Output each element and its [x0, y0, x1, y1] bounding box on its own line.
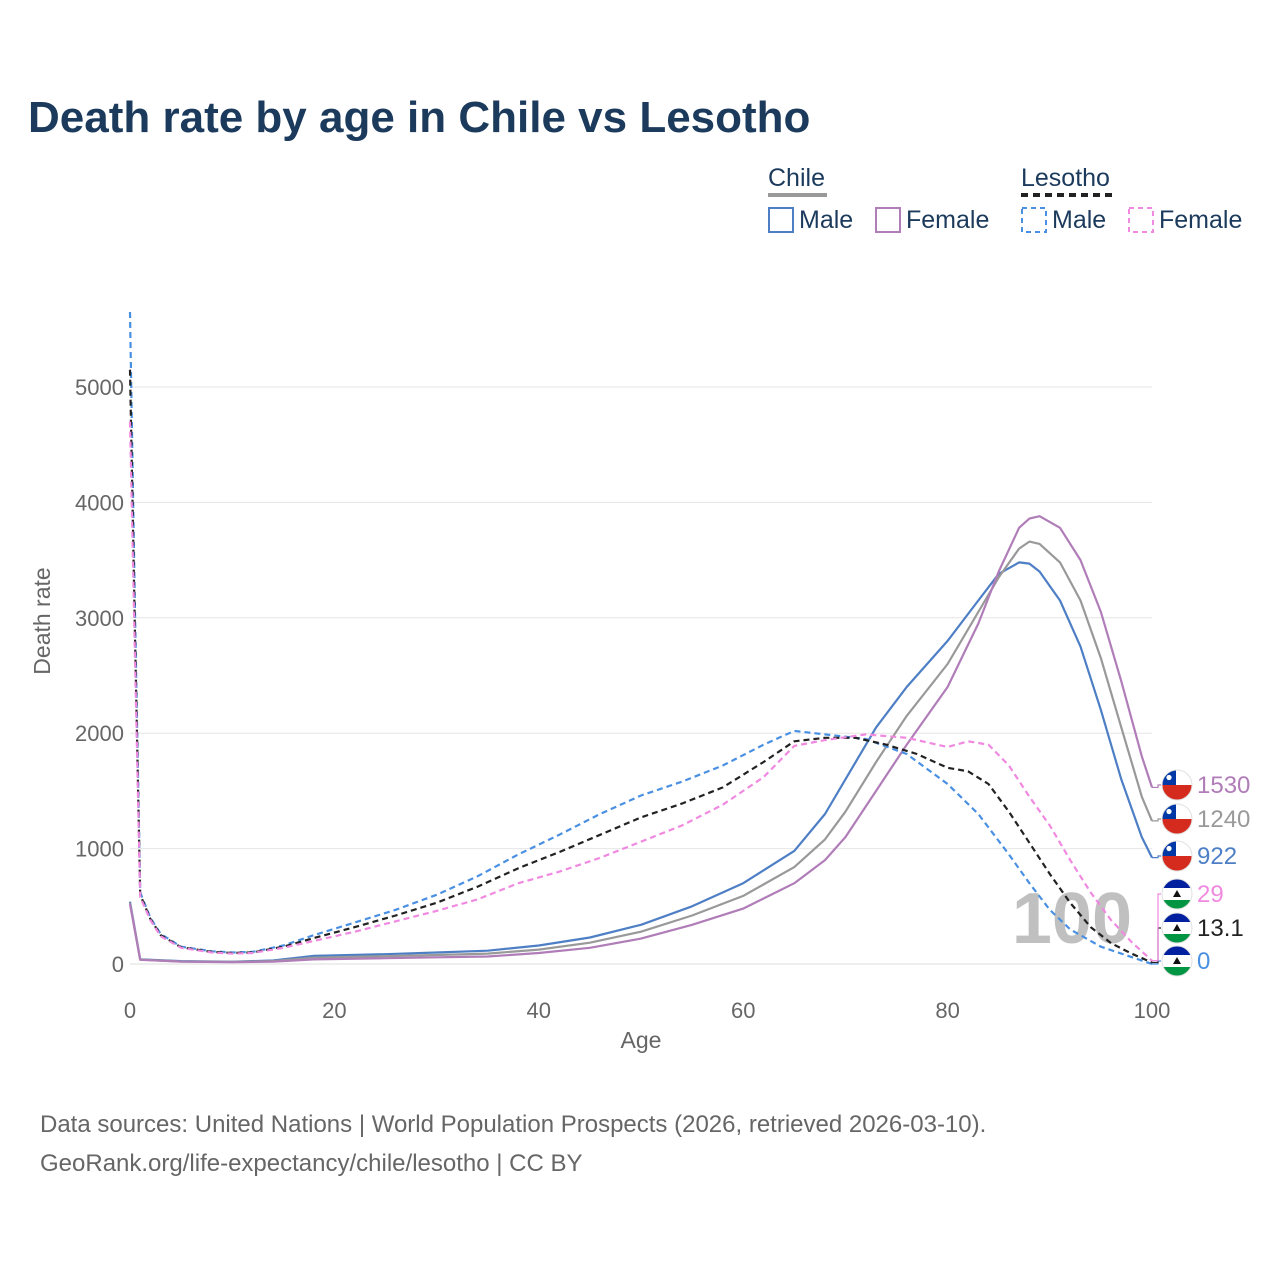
series-line-chile-total[interactable] — [128, 540, 1154, 963]
x-tick-label-0: 0 — [124, 998, 136, 1023]
connector-chile-female — [1152, 784, 1161, 789]
axes: 0 1000 2000 3000 4000 5000 0 20 40 60 80 100 — [75, 375, 1170, 1023]
gridlines — [130, 386, 1152, 850]
legend-chile-male-label[interactable]: Male — [799, 206, 853, 234]
y-tick-label-2000: 2000 — [75, 721, 124, 746]
y-tick-label-0: 0 — [112, 952, 124, 977]
series-line-lesotho-male[interactable] — [128, 311, 1153, 966]
lesotho-flag-icon-male — [1161, 945, 1193, 977]
year-watermark: 100 — [1012, 879, 1132, 959]
y-tick-label-5000: 5000 — [75, 375, 124, 400]
legend-group-chile: Chile Male Female — [768, 164, 989, 234]
connector-lesotho-total — [1152, 927, 1161, 964]
end-labels: 922 1240 1530 0 13.1 29 — [1152, 769, 1250, 977]
legend-lesotho-female-swatch[interactable] — [1128, 207, 1154, 233]
series-line-lesotho-female[interactable] — [128, 421, 1153, 962]
series-line-lesotho-total[interactable] — [128, 369, 1153, 964]
legend-group-lesotho: Lesotho Male Female — [1021, 164, 1242, 234]
end-label-chile-male: 922 — [1197, 843, 1237, 870]
series-lines — [128, 311, 1154, 966]
legend-chile-female-swatch[interactable] — [875, 207, 901, 233]
legend-chile-female-label[interactable]: Female — [906, 206, 989, 234]
legend-lesotho-male-swatch[interactable] — [1021, 207, 1047, 233]
series-line-chile-female[interactable] — [128, 515, 1154, 964]
end-label-lesotho-male: 0 — [1197, 948, 1210, 975]
connector-chile-male — [1152, 855, 1161, 859]
legend-group-lesotho-label: Lesotho — [1021, 164, 1110, 192]
end-label-lesotho-total: 13.1 — [1197, 915, 1244, 942]
x-tick-label-40: 40 — [527, 998, 551, 1023]
chile-flag-icon-male — [1161, 840, 1193, 872]
end-label-lesotho-female: 29 — [1197, 881, 1224, 908]
legend-group-chile-label: Chile — [768, 164, 825, 192]
connector-chile-total — [1152, 818, 1161, 822]
source-line-2: GeoRank.org/life-expectancy/chile/lesoth… — [40, 1150, 583, 1177]
lesotho-flag-icon-female — [1161, 878, 1193, 910]
legend-lesotho-female-label[interactable]: Female — [1159, 206, 1242, 234]
y-axis-label: Death rate — [29, 567, 55, 674]
legend-chile-male-swatch[interactable] — [768, 207, 794, 233]
chile-flag-icon-female — [1161, 769, 1193, 801]
series-line-chile-male[interactable] — [128, 561, 1153, 963]
end-label-chile-female: 1530 — [1197, 772, 1250, 799]
legend: Chile Male Female Lesotho Male Female — [768, 164, 1242, 234]
y-tick-label-3000: 3000 — [75, 606, 124, 631]
x-tick-label-20: 20 — [322, 998, 346, 1023]
source-line-1: Data sources: United Nations | World Pop… — [40, 1111, 986, 1138]
end-label-chile-total: 1240 — [1197, 806, 1250, 833]
x-tick-label-80: 80 — [935, 998, 959, 1023]
y-tick-label-4000: 4000 — [75, 490, 124, 515]
legend-lesotho-male-label[interactable]: Male — [1052, 206, 1106, 234]
chart-title: Death rate by age in Chile vs Lesotho — [28, 93, 810, 142]
x-tick-label-100: 100 — [1134, 998, 1171, 1023]
connector-lesotho-female — [1152, 893, 1161, 962]
x-axis-label: Age — [621, 1027, 662, 1053]
chile-flag-icon-total — [1161, 803, 1193, 835]
x-tick-label-60: 60 — [731, 998, 755, 1023]
lesotho-flag-icon-total — [1161, 912, 1193, 944]
y-tick-label-1000: 1000 — [75, 837, 124, 862]
